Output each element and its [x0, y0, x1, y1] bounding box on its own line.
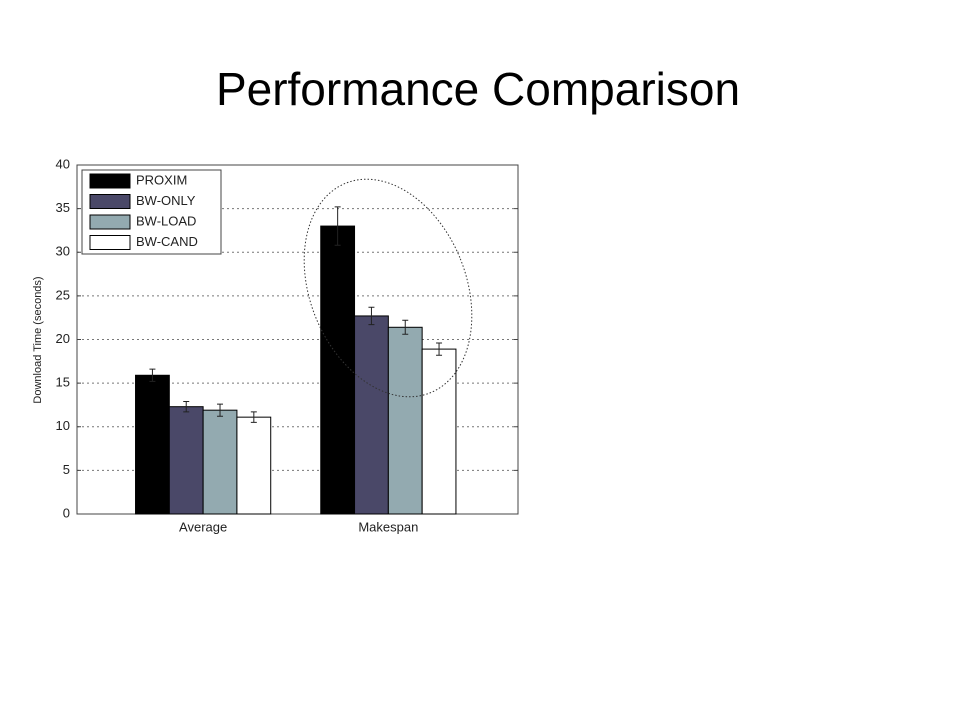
error-bar	[183, 400, 190, 413]
legend-label: PROXIM	[136, 172, 187, 187]
error-bar	[217, 403, 224, 417]
legend-swatch	[89, 173, 131, 189]
error-bar	[149, 368, 156, 382]
x-tick-label: Average	[179, 519, 227, 534]
error-bar	[402, 319, 409, 335]
error-bar	[436, 342, 443, 356]
y-tick-label: 5	[63, 462, 70, 477]
slide-title: Performance Comparison	[216, 63, 740, 115]
bar	[202, 409, 238, 515]
bar	[168, 406, 204, 515]
legend-label: BW-ONLY	[136, 193, 196, 208]
bar	[421, 348, 457, 515]
y-tick-label: 10	[56, 418, 70, 433]
plot: 0 5 10 15 20 25 30 35 40 Average Makespan PROXIM BW-…	[56, 156, 519, 534]
bar	[354, 315, 389, 515]
error-bar	[334, 206, 341, 246]
x-tick-label: Makespan	[358, 519, 418, 534]
bar	[387, 326, 423, 515]
y-tick-label: 20	[56, 331, 70, 346]
legend-label: BW-LOAD	[136, 213, 196, 228]
bar	[320, 225, 356, 515]
y-tick-label: 30	[56, 244, 70, 259]
y-tick-label: 40	[56, 156, 70, 171]
error-bar	[250, 411, 257, 423]
y-tick-label: 25	[56, 287, 70, 302]
bar	[236, 416, 272, 515]
y-tick-label: 35	[56, 200, 70, 215]
bar	[135, 374, 170, 515]
highlight-ellipse	[303, 178, 473, 398]
y-tick-label: 15	[56, 375, 70, 390]
legend-swatch	[89, 214, 131, 230]
plot-frame	[76, 164, 519, 515]
y-axis-label: Download Time (seconds)	[32, 276, 44, 403]
error-bar	[368, 306, 375, 326]
legend-swatch	[89, 235, 131, 250]
legend-swatch	[89, 194, 131, 209]
legend-label: BW-CAND	[136, 234, 198, 249]
y-tick-label: 0	[63, 505, 70, 520]
